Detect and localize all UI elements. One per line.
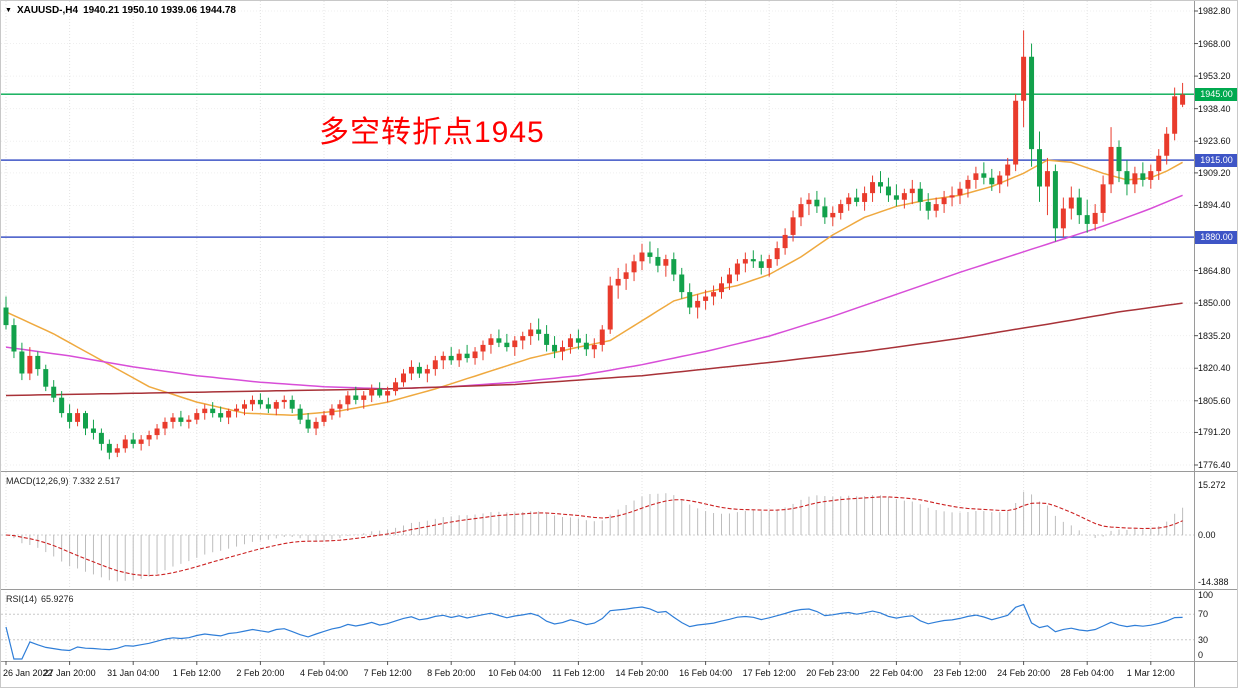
rsi-scale-label: 30: [1198, 634, 1209, 645]
price-tick-label[interactable]: 1820.40: [1198, 363, 1231, 374]
rsi-scale-label: 100: [1198, 590, 1214, 600]
rsi-label: RSI(14) 65.9276: [6, 594, 74, 604]
ohlc-readout: 1940.21 1950.10 1939.06 1944.78: [83, 5, 236, 16]
rsi-name: RSI(14): [6, 594, 38, 604]
price-tick-label[interactable]: 1923.60: [1198, 136, 1231, 147]
candles-layer: [3, 30, 1186, 460]
macd-scale-label: -14.388: [1198, 577, 1229, 588]
rsi-line: [5, 603, 1183, 660]
price-badge-1915[interactable]: 1915.00: [1195, 153, 1237, 167]
macd-scale-label: 15.272: [1198, 479, 1226, 490]
time-axis-label[interactable]: 26 Jan 2022: [3, 668, 53, 678]
price-tick-label[interactable]: 1850.00: [1198, 298, 1231, 309]
time-axis-label[interactable]: 14 Feb 20:00: [615, 668, 669, 678]
time-axis-label[interactable]: 27 Jan 20:00: [43, 668, 96, 678]
ma-fast-orange: [5, 159, 1183, 417]
rsi-value: 65.9276: [41, 594, 74, 604]
horizontal-gridlines: [1, 10, 1194, 466]
macd-histogram: [13, 491, 1184, 582]
symbol-info[interactable]: ▼ XAUUSD-,H4 1940.21 1950.10 1939.06 194…: [5, 5, 236, 16]
time-axis-label[interactable]: 17 Feb 12:00: [742, 668, 796, 678]
price-tick-label[interactable]: 1953.20: [1198, 71, 1231, 82]
macd-signal-line: [5, 496, 1183, 577]
time-axis-label[interactable]: 1 Mar 12:00: [1126, 668, 1175, 678]
macd-values: 7.332 2.517: [72, 476, 121, 486]
price-tick-label[interactable]: 1835.20: [1198, 330, 1231, 341]
price-tick-label[interactable]: 1791.20: [1198, 427, 1231, 438]
time-axis-label[interactable]: 24 Feb 20:00: [997, 668, 1051, 678]
rsi-scale-label: 0: [1198, 650, 1204, 660]
time-axis-label[interactable]: 16 Feb 04:00: [679, 668, 733, 678]
symbol-name: XAUUSD-,H4: [16, 5, 79, 16]
price-tick-label[interactable]: 1864.80: [1198, 265, 1231, 276]
ma-slow-darkred: [5, 302, 1183, 397]
time-axis-label[interactable]: 10 Feb 04:00: [488, 668, 542, 678]
price-tick-label[interactable]: 1982.80: [1198, 6, 1231, 16]
macd-name: MACD(12,26,9): [6, 476, 69, 486]
macd-scale-label: 0.00: [1198, 530, 1216, 540]
price-tick-label[interactable]: 1776.40: [1198, 460, 1231, 470]
time-axis-label[interactable]: 11 Feb 12:00: [552, 668, 605, 678]
price-tick-label[interactable]: 1909.20: [1198, 167, 1231, 178]
price-tick-label[interactable]: 1968.00: [1198, 38, 1231, 49]
collapse-arrow-icon[interactable]: ▼: [5, 6, 12, 14]
time-axis-label[interactable]: 2 Feb 20:00: [236, 668, 285, 678]
time-axis-label[interactable]: 31 Jan 04:00: [107, 668, 160, 678]
time-axis-label[interactable]: 23 Feb 12:00: [933, 668, 987, 678]
price-badge-1880[interactable]: 1880.00: [1195, 230, 1237, 244]
ma-mid-magenta: [5, 194, 1183, 390]
time-axis-label[interactable]: 28 Feb 04:00: [1060, 668, 1114, 678]
time-axis-label[interactable]: 7 Feb 12:00: [363, 668, 412, 678]
time-axis-label[interactable]: 1 Feb 12:00: [172, 668, 221, 678]
macd-label: MACD(12,26,9) 7.332 2.517: [6, 476, 120, 486]
price-tick-label[interactable]: 1805.60: [1198, 395, 1231, 406]
rsi-scale-label: 70: [1198, 609, 1209, 620]
time-axis-label[interactable]: 20 Feb 23:00: [806, 668, 860, 678]
time-axis-label[interactable]: 22 Feb 04:00: [869, 668, 923, 678]
price-badge-1945[interactable]: 1945.00: [1195, 87, 1237, 101]
annotation-text[interactable]: 多空转折点1945: [319, 116, 545, 149]
price-tick-label[interactable]: 1938.40: [1198, 103, 1231, 114]
price-tick-label[interactable]: 1894.40: [1198, 200, 1231, 211]
time-axis-label[interactable]: 8 Feb 20:00: [427, 668, 476, 678]
time-axis-label[interactable]: 4 Feb 04:00: [299, 668, 349, 678]
